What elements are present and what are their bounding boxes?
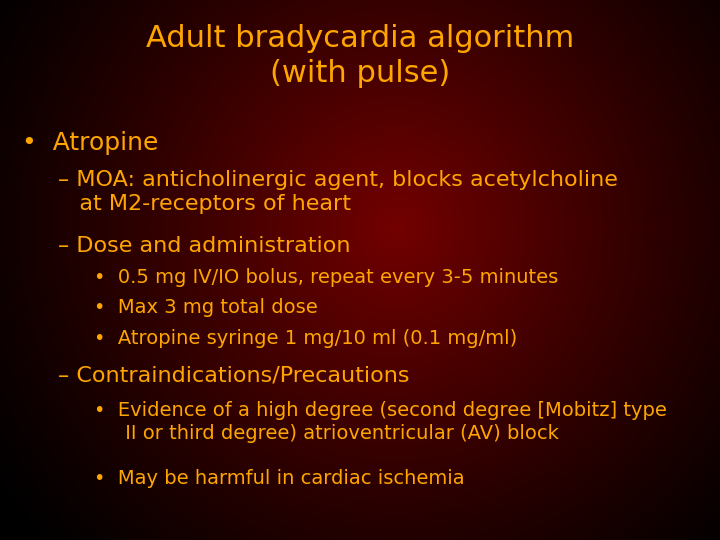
Text: •  Evidence of a high degree (second degree [Mobitz] type
     II or third degre: • Evidence of a high degree (second degr… bbox=[94, 401, 667, 443]
Text: – MOA: anticholinergic agent, blocks acetylcholine
   at M2-receptors of heart: – MOA: anticholinergic agent, blocks ace… bbox=[58, 170, 618, 214]
Text: Adult bradycardia algorithm
(with pulse): Adult bradycardia algorithm (with pulse) bbox=[146, 24, 574, 88]
Text: – Dose and administration: – Dose and administration bbox=[58, 235, 350, 256]
Text: •  Max 3 mg total dose: • Max 3 mg total dose bbox=[94, 298, 318, 318]
Text: •  May be harmful in cardiac ischemia: • May be harmful in cardiac ischemia bbox=[94, 469, 464, 489]
Text: •  Atropine syringe 1 mg/10 ml (0.1 mg/ml): • Atropine syringe 1 mg/10 ml (0.1 mg/ml… bbox=[94, 329, 517, 348]
Text: •  Atropine: • Atropine bbox=[22, 131, 158, 155]
Text: •  0.5 mg IV/IO bolus, repeat every 3-5 minutes: • 0.5 mg IV/IO bolus, repeat every 3-5 m… bbox=[94, 267, 558, 287]
Text: – Contraindications/Precautions: – Contraindications/Precautions bbox=[58, 365, 409, 386]
